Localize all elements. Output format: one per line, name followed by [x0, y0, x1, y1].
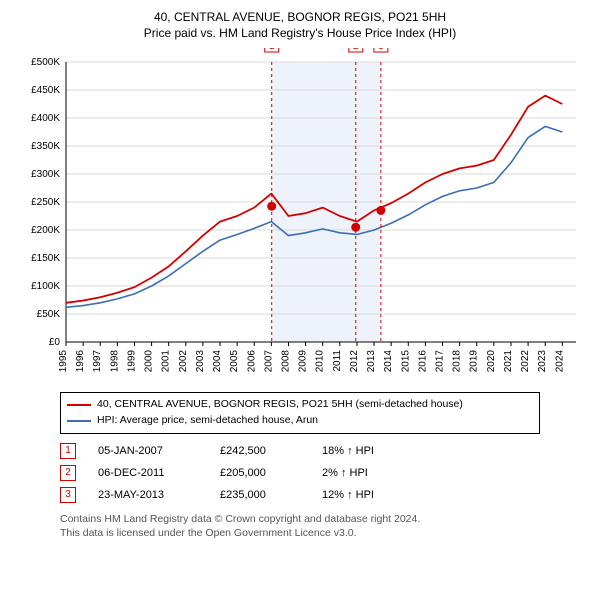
svg-text:2014: 2014 [383, 350, 394, 373]
transaction-marker: 2 [60, 465, 76, 481]
svg-text:1998: 1998 [109, 350, 120, 373]
legend: 40, CENTRAL AVENUE, BOGNOR REGIS, PO21 5… [60, 392, 540, 434]
chart-title: 40, CENTRAL AVENUE, BOGNOR REGIS, PO21 5… [12, 10, 588, 24]
svg-text:£50K: £50K [37, 309, 61, 320]
transaction-diff: 2% ↑ HPI [322, 467, 412, 479]
svg-text:1: 1 [269, 48, 275, 52]
svg-text:2021: 2021 [503, 350, 514, 373]
svg-text:1997: 1997 [92, 350, 103, 373]
svg-text:2013: 2013 [366, 350, 377, 373]
svg-text:£0: £0 [49, 337, 61, 348]
chart-subtitle: Price paid vs. HM Land Registry's House … [12, 26, 588, 40]
legend-item: HPI: Average price, semi-detached house,… [67, 413, 533, 429]
svg-text:£200K: £200K [31, 225, 60, 236]
svg-text:2012: 2012 [349, 350, 360, 373]
footer-line-2: This data is licensed under the Open Gov… [60, 526, 540, 540]
svg-text:2003: 2003 [195, 350, 206, 373]
svg-text:1999: 1999 [126, 350, 137, 373]
transaction-row: 3 23-MAY-2013 £235,000 12% ↑ HPI [60, 484, 540, 506]
transaction-price: £235,000 [220, 489, 300, 501]
transaction-diff: 12% ↑ HPI [322, 489, 412, 501]
svg-text:2009: 2009 [298, 350, 309, 373]
svg-text:2018: 2018 [452, 350, 463, 373]
svg-text:2008: 2008 [280, 350, 291, 373]
transaction-marker: 3 [60, 487, 76, 503]
transaction-price: £205,000 [220, 467, 300, 479]
legend-label: 40, CENTRAL AVENUE, BOGNOR REGIS, PO21 5… [97, 397, 463, 413]
svg-text:2016: 2016 [417, 350, 428, 373]
price-chart: £0 £50K £100K £150K £200K £250K £300K £350K £400… [12, 48, 588, 388]
svg-text:£150K: £150K [31, 253, 60, 264]
transaction-row: 1 05-JAN-2007 £242,500 18% ↑ HPI [60, 440, 540, 462]
svg-text:2004: 2004 [212, 350, 223, 373]
svg-text:1996: 1996 [75, 350, 86, 373]
transaction-marker: 1 [60, 443, 76, 459]
chart-svg: £0 £50K £100K £150K £200K £250K £300K £350K £400… [12, 48, 588, 388]
svg-text:2010: 2010 [315, 350, 326, 373]
svg-text:2024: 2024 [554, 350, 565, 373]
svg-text:£300K: £300K [31, 169, 60, 180]
svg-text:2006: 2006 [246, 350, 257, 373]
svg-text:£350K: £350K [31, 141, 60, 152]
svg-text:£100K: £100K [31, 281, 60, 292]
svg-text:£450K: £450K [31, 85, 60, 96]
transaction-date: 06-DEC-2011 [98, 467, 198, 479]
svg-text:2022: 2022 [520, 350, 531, 373]
transaction-diff: 18% ↑ HPI [322, 445, 412, 457]
transactions-table: 1 05-JAN-2007 £242,500 18% ↑ HPI 2 06-DEC-201… [60, 440, 540, 506]
transaction-date: 05-JAN-2007 [98, 445, 198, 457]
transaction-row: 2 06-DEC-2011 £205,000 2% ↑ HPI [60, 462, 540, 484]
svg-text:2007: 2007 [263, 350, 274, 373]
footer-line-1: Contains HM Land Registry data © Crown c… [60, 512, 540, 526]
svg-text:2023: 2023 [537, 350, 548, 373]
svg-text:1995: 1995 [58, 350, 69, 373]
svg-text:2011: 2011 [332, 350, 343, 372]
svg-text:3: 3 [378, 48, 384, 52]
svg-text:2: 2 [353, 48, 359, 52]
svg-text:2001: 2001 [161, 350, 172, 373]
svg-text:2015: 2015 [400, 350, 411, 373]
attribution-footer: Contains HM Land Registry data © Crown c… [60, 512, 540, 540]
svg-text:2002: 2002 [178, 350, 189, 373]
legend-item: 40, CENTRAL AVENUE, BOGNOR REGIS, PO21 5… [67, 397, 533, 413]
legend-swatch [67, 420, 91, 422]
svg-text:2000: 2000 [144, 350, 155, 373]
svg-text:£400K: £400K [31, 113, 60, 124]
svg-text:2019: 2019 [469, 350, 480, 373]
svg-text:£250K: £250K [31, 197, 60, 208]
svg-text:2017: 2017 [435, 350, 446, 373]
svg-text:2005: 2005 [229, 350, 240, 373]
transaction-price: £242,500 [220, 445, 300, 457]
transaction-date: 23-MAY-2013 [98, 489, 198, 501]
legend-swatch [67, 404, 91, 406]
svg-text:£500K: £500K [31, 57, 60, 68]
svg-text:2020: 2020 [486, 350, 497, 373]
legend-label: HPI: Average price, semi-detached house,… [97, 413, 318, 429]
